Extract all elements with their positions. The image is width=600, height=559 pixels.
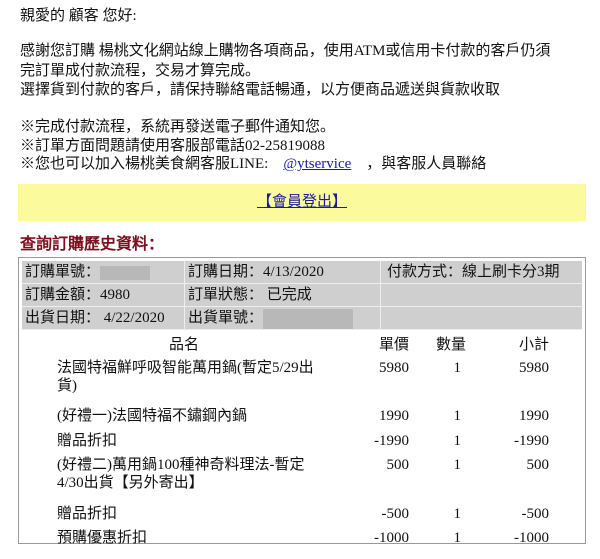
redacted-shipment-number [263, 308, 354, 329]
logout-link[interactable]: 【會員登出】 [256, 194, 347, 210]
item-subtotal: -500 [521, 506, 550, 522]
greeting: 親愛的 顧客 您好: [20, 8, 137, 24]
item-price: -1000 [374, 530, 409, 546]
item-price: 1990 [379, 408, 409, 424]
redacted-order-number [100, 265, 151, 280]
order-date: 訂購日期：4/13/2020 [185, 261, 381, 283]
item-name: 預購優惠折扣 [57, 530, 148, 546]
item-subtotal: -1000 [514, 530, 549, 546]
shipment-number: 出貨單號： [185, 307, 381, 329]
item-price: -500 [381, 506, 410, 522]
header-qty: 數量 [435, 337, 466, 353]
header-name: 品名 [169, 337, 200, 353]
item-qty: 1 [453, 433, 462, 449]
order-number: 訂購單號： [22, 261, 185, 283]
intro-line-3: 選擇貨到付款的客戶，請保持聯絡電話暢通，以方便商品遞送與貨款收取 [20, 82, 501, 98]
line-note-suffix: ，與客服人員聯絡 [366, 156, 487, 172]
ship-date: 出貨日期： 4/22/2020 [22, 307, 185, 329]
note-phone: ※訂單方面問題請使用客服部電話02-25819088 [20, 138, 325, 154]
item-qty: 1 [453, 457, 462, 473]
item-subtotal: 5980 [519, 360, 549, 376]
note-line: ※您也可以加入楊桃美食網客服LINE: @ytservice ，與客服人員聯絡 [20, 155, 486, 173]
item-price: 500 [386, 457, 410, 473]
order-amount: 訂購金額：4980 [22, 284, 185, 306]
item-name: (好禮二)萬用鍋100種神奇料理法-暫定4/30出貨【另外寄出】 [57, 457, 305, 491]
note-payment: ※完成付款流程，系統再發送電子郵件通知您。 [20, 119, 336, 135]
page-heading: 查詢訂購歷史資料： [20, 236, 165, 253]
item-qty: 1 [453, 360, 462, 376]
item-name: 贈品折扣 [57, 506, 118, 522]
item-qty: 1 [453, 506, 462, 522]
item-name: (好禮一)法國特福不鏽鋼內鍋 [57, 408, 247, 424]
line-note-text: ※您也可以加入楊桃美食網客服LINE: [20, 156, 269, 172]
order-status: 訂單狀態： 已完成 [185, 284, 381, 306]
item-price: -1990 [374, 433, 409, 449]
payment-method: 付款方式：線上刷卡分3期 [387, 264, 560, 280]
status-value: 已完成 [266, 287, 312, 303]
line-id-link[interactable]: @ytservice [283, 156, 352, 172]
intro-line-2: 完訂單成付款流程，交易才算完成。 [20, 63, 261, 79]
item-subtotal: 500 [526, 457, 550, 473]
item-qty: 1 [453, 530, 462, 546]
header-subtotal: 小計 [518, 337, 549, 353]
item-subtotal: -1990 [514, 433, 549, 449]
order-row-3: 出貨日期： 4/22/2020 出貨單號： [22, 307, 582, 330]
item-price: 5980 [379, 360, 409, 376]
logout-banner: 【會員登出】 [18, 184, 586, 221]
item-subtotal: 1990 [519, 408, 549, 424]
item-qty: 1 [453, 408, 462, 424]
header-price: 單價 [378, 337, 409, 353]
order-row-1: 訂購單號： 訂購日期：4/13/2020 付款方式：線上刷卡分3期 [22, 261, 582, 284]
item-name: 法國特福鮮呼吸智能萬用鍋(暫定5/29出貨) [57, 360, 314, 394]
order-row-2: 訂購金額：4980 訂單狀態： 已完成 [22, 284, 582, 307]
order-table: 訂購單號： 訂購日期：4/13/2020 付款方式：線上刷卡分3期 訂購金額：4… [18, 257, 586, 546]
intro-line-1: 感謝您訂購 楊桃文化網站線上購物各項商品，使用ATM或信用卡付款的客戶仍須 [20, 43, 551, 59]
item-name: 贈品折扣 [57, 433, 118, 449]
